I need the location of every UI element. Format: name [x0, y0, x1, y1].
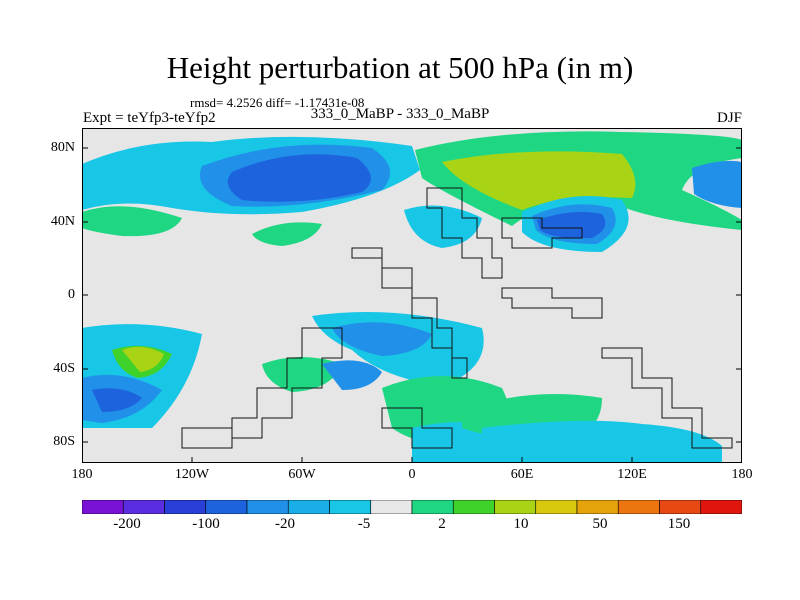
y-tick-40n: 40N — [50, 214, 75, 229]
sh-blue-east — [482, 420, 722, 463]
colorbar — [82, 500, 742, 514]
y-tick-40s: 40S — [53, 361, 75, 376]
nh-blue-core — [227, 154, 371, 202]
chart-title: Height perturbation at 500 hPa (in m) — [166, 50, 634, 85]
x-tick-60e: 60E — [510, 467, 534, 482]
colorbar-label: 10 — [513, 516, 529, 532]
y-tick-80n: 80N — [50, 140, 75, 155]
stats-line: rmsd= 4.2526 diff= -1.17431e-08 — [190, 95, 365, 110]
case-label: 333_0_MaBP - 333_0_MaBP — [310, 106, 490, 122]
colorbar-swatch — [617, 500, 660, 514]
colorbar-label: -20 — [275, 516, 295, 532]
colorbar-swatch — [246, 500, 289, 514]
expt-label: Expt = teYfp3-teYfp2 — [83, 110, 216, 126]
colorbar-swatch — [122, 500, 165, 514]
nh-west-green — [82, 206, 182, 237]
sh-blue-west-core — [92, 388, 142, 412]
nh-blue-far-east — [692, 160, 742, 208]
colorbar-label: -100 — [192, 516, 220, 532]
x-tick-120w: 120W — [174, 467, 210, 482]
sh-green-west-inner — [122, 346, 164, 372]
x-tick-60w: 60W — [288, 467, 316, 482]
colorbar-swatch — [370, 500, 413, 514]
y-tick-0: 0 — [68, 287, 75, 302]
x-tick-120e: 120E — [617, 467, 647, 482]
sh-blue-small — [322, 360, 382, 390]
nh-blue-east-core — [537, 212, 606, 239]
x-tick-0: 0 — [408, 467, 416, 482]
colorbar-swatch — [452, 500, 495, 514]
colorbar-label: -200 — [113, 516, 141, 532]
season-label: DJF — [716, 110, 742, 126]
colorbar-swatch — [494, 500, 537, 514]
colorbar-swatch — [82, 500, 124, 514]
colorbar-swatch — [535, 500, 578, 514]
colorbar-swatch — [576, 500, 619, 514]
y-tick-80s: 80S — [53, 434, 75, 449]
tick-marks — [82, 147, 742, 463]
colorbar-swatch — [700, 500, 742, 514]
sh-blue-central-mid — [332, 322, 432, 356]
colorbar-swatch — [205, 500, 248, 514]
colorbar-swatch — [659, 500, 702, 514]
coastlines — [181, 187, 733, 449]
colorbar-label: 50 — [592, 516, 608, 532]
nh-small-green — [252, 222, 322, 246]
nh-yellowgreen — [442, 151, 636, 210]
colorbar-label: 150 — [667, 516, 691, 532]
colorbar-swatch — [287, 500, 330, 514]
x-tick-180e: 180 — [731, 467, 753, 482]
colorbar-swatch — [411, 500, 454, 514]
colorbar-label: 2 — [438, 516, 446, 532]
map-plot — [82, 128, 742, 463]
x-tick-180w: 180 — [71, 467, 93, 482]
colorbar-swatch — [329, 500, 372, 514]
colorbar-swatch — [164, 500, 207, 514]
colorbar-label: -5 — [357, 516, 371, 532]
